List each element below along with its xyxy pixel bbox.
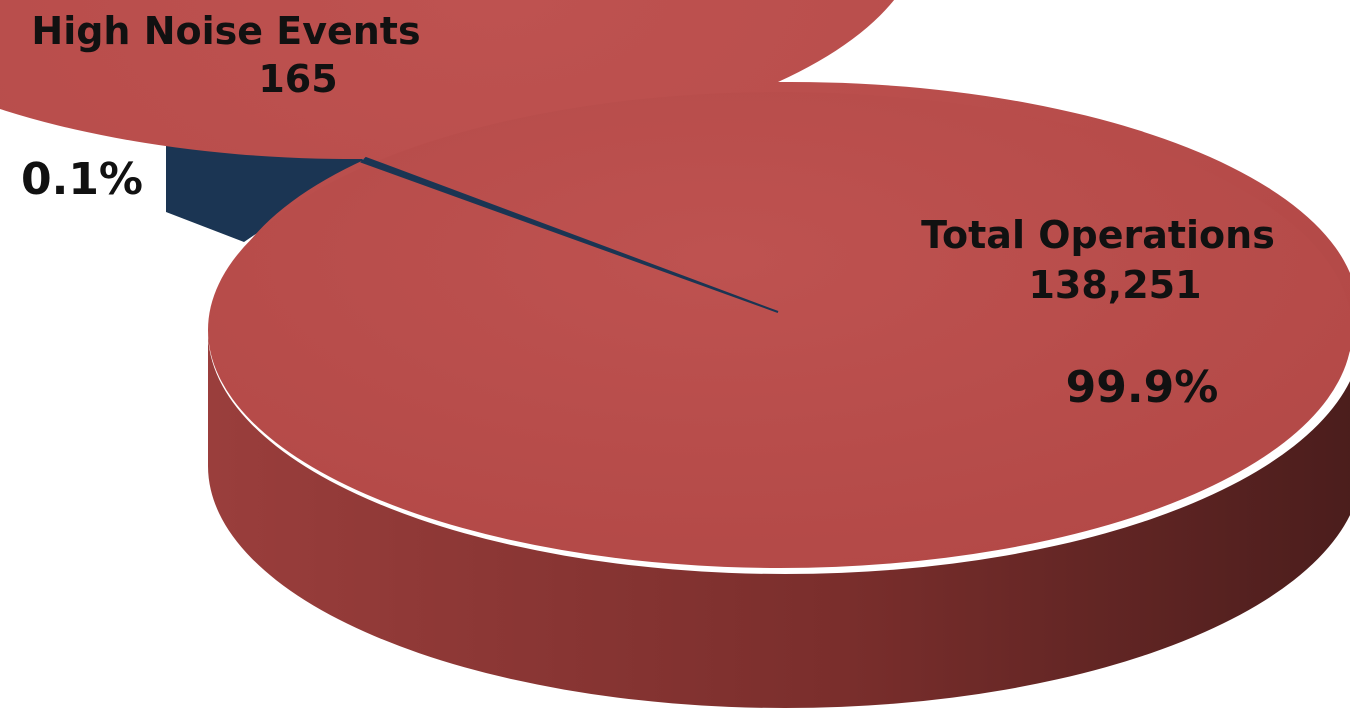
total-operations-label: Total Operations [921, 213, 1275, 257]
high-noise-events-percent: 0.1% [21, 154, 143, 205]
pie-top-face [208, 92, 1350, 568]
high-noise-events-label: High Noise Events [31, 9, 420, 53]
high-noise-events-slice [360, 156, 779, 313]
total-operations-percent: 99.9% [1066, 362, 1219, 413]
high-noise-events-value: 165 [258, 57, 337, 101]
total-operations-value: 138,251 [1028, 263, 1201, 307]
total-operations-slice-side [208, 332, 1350, 708]
